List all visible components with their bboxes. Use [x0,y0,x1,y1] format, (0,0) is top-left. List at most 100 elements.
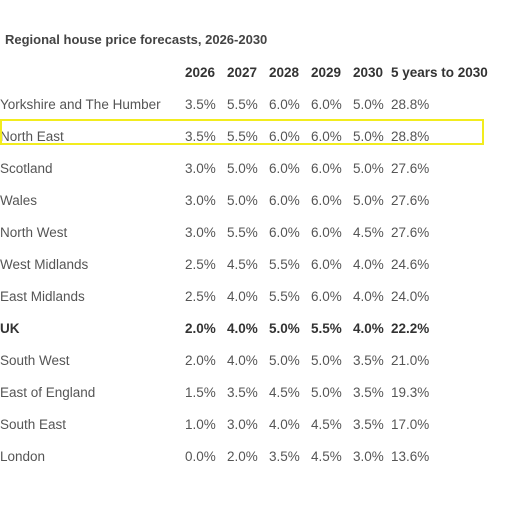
year-cell: 3.5% [185,96,216,112]
year-cell: 2.5% [185,256,216,272]
year-cell: 6.0% [269,192,300,208]
year-cell: 3.5% [185,128,216,144]
total-cell: 21.0% [391,352,430,368]
year-cell: 4.0% [269,416,300,432]
year-cell: 3.0% [185,224,216,240]
total-cell: 27.6% [391,192,430,208]
table-row: West Midlands 2.5% 4.5% 5.5% 6.0% 4.0% 24.6% [0,248,512,280]
table-row: UK 2.0% 4.0% 5.0% 5.5% 4.0% 22.2% [0,312,512,344]
year-cell: 4.5% [227,256,258,272]
region-name: London [0,448,46,464]
year-cell: 1.5% [185,384,216,400]
year-cell: 2.0% [227,448,258,464]
year-cell: 2.0% [185,320,216,336]
region-name: West Midlands [0,256,89,272]
year-cell: 2.5% [185,288,216,304]
year-cell: 5.5% [227,128,258,144]
year-cell: 5.5% [311,320,342,336]
region-name: North East [0,128,64,144]
table-row: South East 1.0% 3.0% 4.0% 4.5% 3.5% 17.0% [0,408,512,440]
year-cell: 5.0% [353,96,384,112]
table-row: Scotland 3.0% 5.0% 6.0% 6.0% 5.0% 27.6% [0,152,512,184]
year-cell: 5.0% [227,160,258,176]
header-col-1: 2026 [185,64,216,80]
year-cell: 3.0% [185,160,216,176]
header-region [0,56,185,88]
table-title: Regional house price forecasts, 2026-203… [5,32,268,47]
year-cell: 4.0% [353,320,384,336]
year-cell: 4.0% [353,256,384,272]
region-name: South East [0,416,67,432]
table-row: East Midlands 2.5% 4.0% 5.5% 6.0% 4.0% 24.0% [0,280,512,312]
region-name: East of England [0,384,96,400]
year-cell: 4.0% [353,288,384,304]
year-cell: 3.5% [353,384,384,400]
table-row: London 0.0% 2.0% 3.5% 4.5% 3.0% 13.6% [0,440,512,472]
region-name: South West [0,352,70,368]
table-row: North West 3.0% 5.5% 6.0% 6.0% 4.5% 27.6% [0,216,512,248]
year-cell: 5.0% [353,128,384,144]
year-cell: 6.0% [269,160,300,176]
table-row: Yorkshire and The Humber 3.5% 5.5% 6.0% 6.0%… [0,88,512,120]
year-cell: 5.0% [227,192,258,208]
year-cell: 4.5% [353,224,384,240]
total-cell: 17.0% [391,416,430,432]
year-cell: 4.0% [227,352,258,368]
year-cell: 6.0% [311,256,342,272]
year-cell: 4.5% [269,384,300,400]
year-cell: 6.0% [311,224,342,240]
year-cell: 6.0% [311,288,342,304]
year-cell: 6.0% [311,192,342,208]
year-cell: 6.0% [269,96,300,112]
table-body: Yorkshire and The Humber 3.5% 5.5% 6.0% 6.0%… [0,88,512,472]
year-cell: 5.0% [311,352,342,368]
year-cell: 5.0% [311,384,342,400]
year-cell: 6.0% [311,96,342,112]
year-cell: 3.5% [353,352,384,368]
total-cell: 28.8% [391,96,430,112]
header-col-6: 5 years to 2030 [391,64,488,80]
year-cell: 5.5% [269,256,300,272]
year-cell: 4.5% [311,448,342,464]
region-name: Wales [0,192,38,208]
year-cell: 3.0% [185,192,216,208]
total-cell: 24.0% [391,288,430,304]
year-cell: 5.5% [227,224,258,240]
year-cell: 5.0% [269,352,300,368]
table-row: East of England 1.5% 3.5% 4.5% 5.0% 3.5% 19.3% [0,376,512,408]
header-col-3: 2028 [269,64,300,80]
year-cell: 4.0% [227,320,258,336]
year-cell: 3.5% [269,448,300,464]
total-cell: 13.6% [391,448,430,464]
region-name: Scotland [0,160,53,176]
year-cell: 5.0% [269,320,300,336]
year-cell: 6.0% [269,224,300,240]
total-cell: 24.6% [391,256,430,272]
region-name: UK [0,320,20,336]
total-cell: 19.3% [391,384,430,400]
forecast-table: 2026 2027 2028 2029 2030 5 years to 2030 York… [0,56,512,472]
region-name: Yorkshire and The Humber [0,96,161,112]
year-cell: 5.0% [353,160,384,176]
year-cell: 4.5% [311,416,342,432]
year-cell: 0.0% [185,448,216,464]
year-cell: 6.0% [311,160,342,176]
year-cell: 5.5% [227,96,258,112]
year-cell: 5.0% [353,192,384,208]
header-col-2: 2027 [227,64,258,80]
total-cell: 22.2% [391,320,430,336]
header-row: 2026 2027 2028 2029 2030 5 years to 2030 [0,56,512,88]
year-cell: 6.0% [269,128,300,144]
year-cell: 4.0% [227,288,258,304]
year-cell: 6.0% [311,128,342,144]
total-cell: 27.6% [391,160,430,176]
year-cell: 3.5% [353,416,384,432]
header-col-5: 2030 [353,64,384,80]
year-cell: 2.0% [185,352,216,368]
year-cell: 3.0% [353,448,384,464]
region-name: East Midlands [0,288,85,304]
region-name: North West [0,224,68,240]
year-cell: 1.0% [185,416,216,432]
total-cell: 27.6% [391,224,430,240]
table-row: South West 2.0% 4.0% 5.0% 5.0% 3.5% 21.0% [0,344,512,376]
